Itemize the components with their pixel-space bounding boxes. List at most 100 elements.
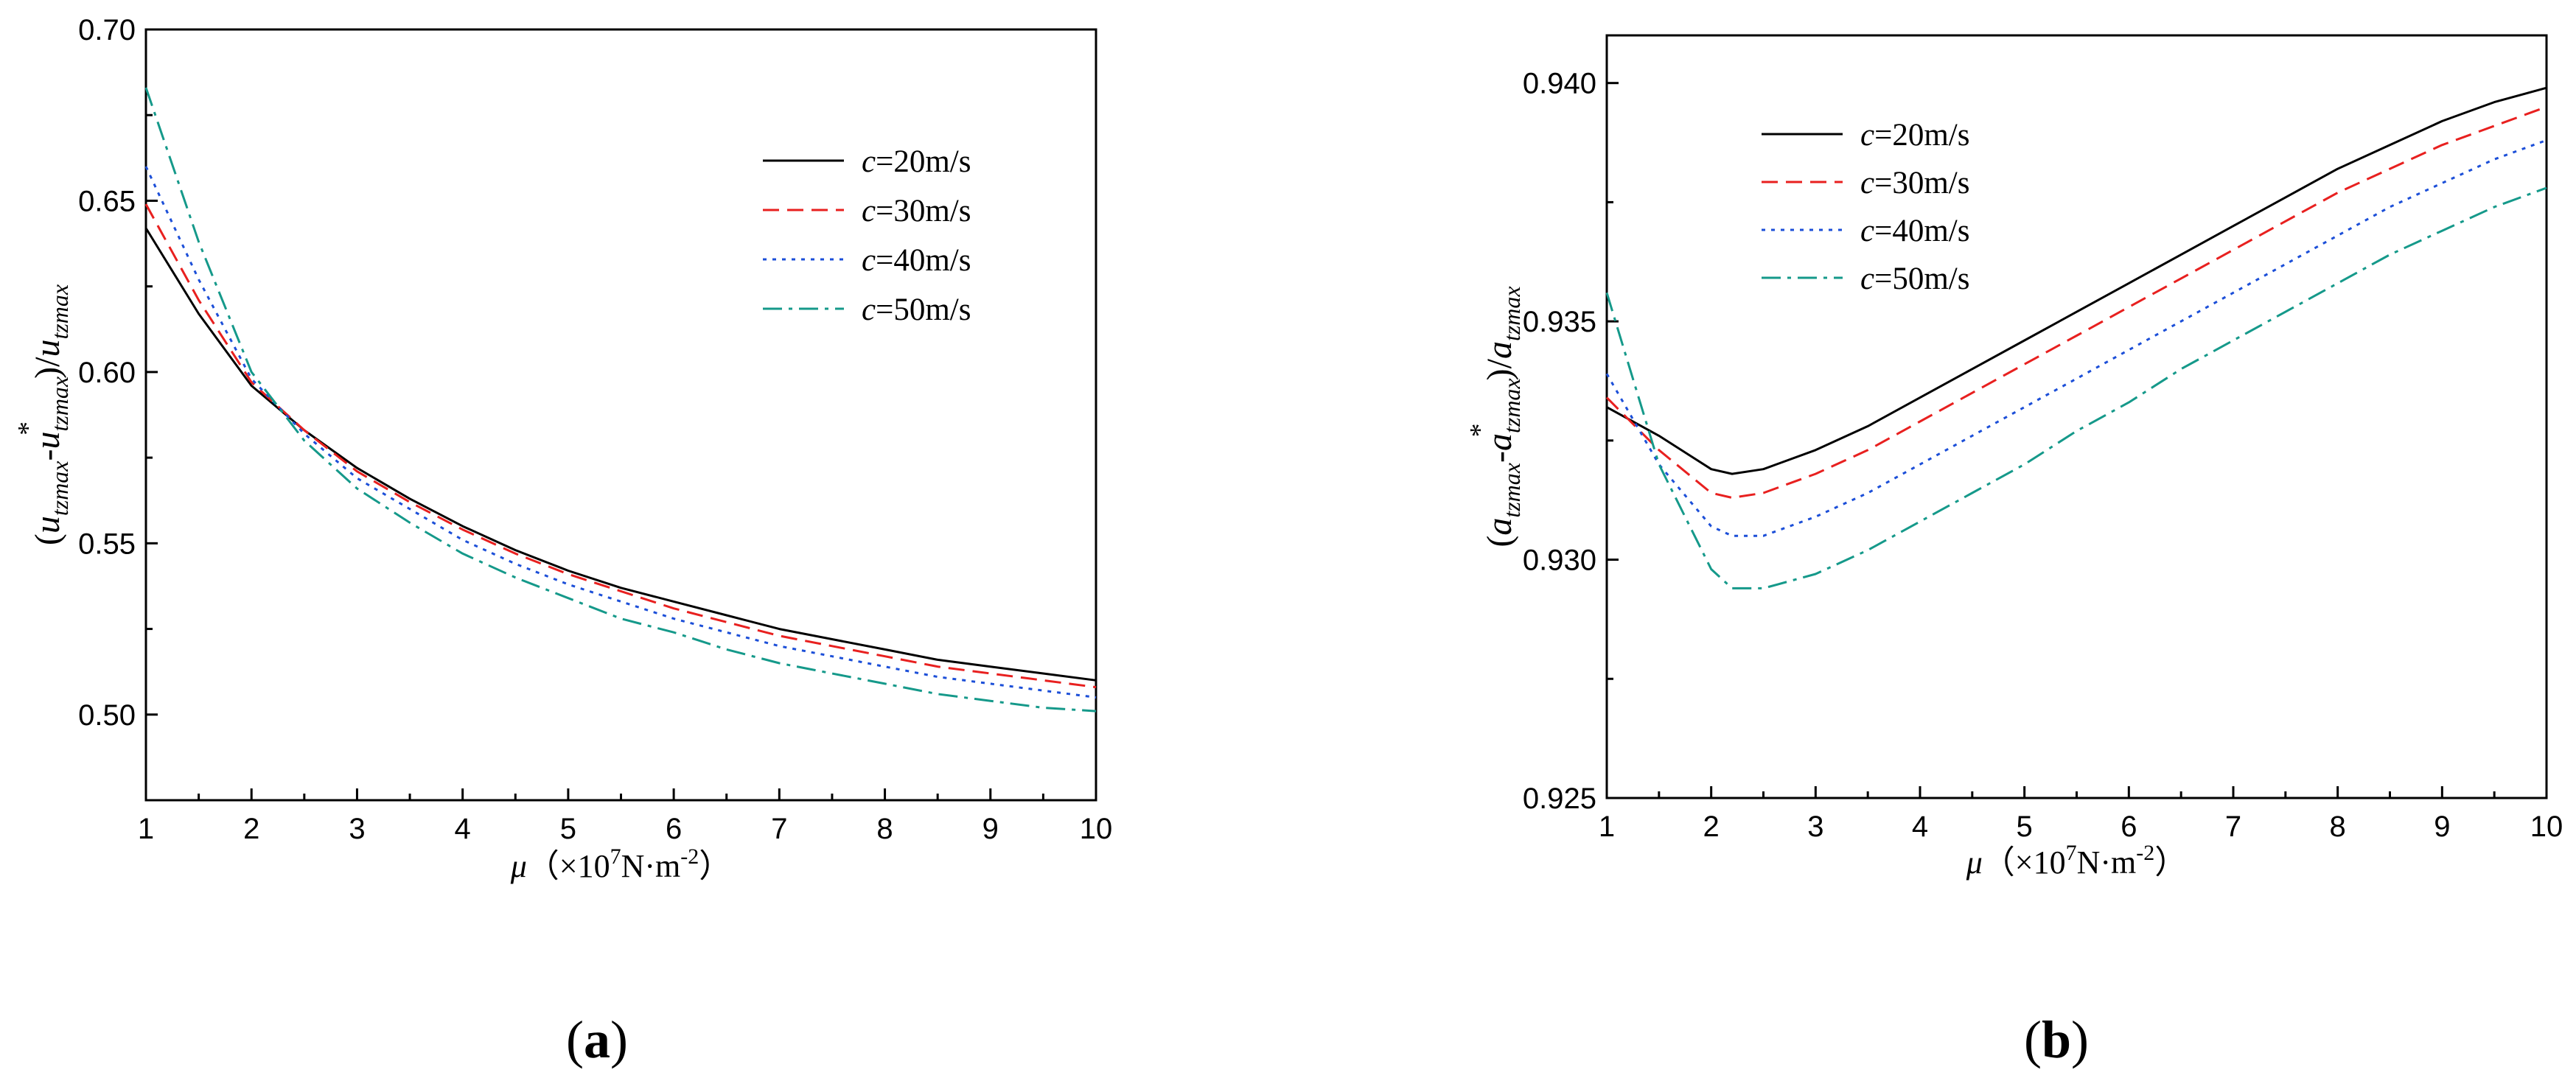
y-label-part: )/ bbox=[28, 357, 67, 379]
x-tick-label: 10 bbox=[2530, 811, 2563, 843]
legend-value: =20m/s bbox=[1874, 118, 1969, 153]
x-tick-label: 2 bbox=[243, 813, 259, 845]
legend-label: c=50m/s bbox=[1860, 262, 1969, 296]
x-tick-label: 2 bbox=[1703, 811, 1720, 843]
legend-var: c bbox=[862, 144, 876, 179]
y-label-part: )/ bbox=[1480, 358, 1519, 380]
x-label-part: ） bbox=[699, 848, 731, 884]
x-tick-label: 5 bbox=[560, 813, 576, 845]
x-axis-label: μ（×107N·m-2） bbox=[510, 844, 732, 884]
x-tick-label: 6 bbox=[2121, 811, 2137, 843]
y-label-part: - bbox=[28, 449, 67, 461]
panel-label-letter: b bbox=[2042, 1010, 2071, 1069]
x-label-exp: 7 bbox=[2066, 841, 2077, 865]
y-label-sub: tzmax bbox=[1498, 286, 1525, 341]
legend-var: c bbox=[1860, 262, 1874, 296]
legend-value: =30m/s bbox=[1874, 166, 1969, 200]
x-tick-label: 6 bbox=[666, 813, 682, 845]
x-label-part: ） bbox=[2154, 844, 2187, 881]
y-tick-label: 0.65 bbox=[78, 185, 136, 217]
x-label-part: N·m bbox=[2077, 844, 2137, 881]
x-tick-label: 4 bbox=[455, 813, 471, 845]
legend-var: c bbox=[862, 194, 876, 228]
legend-var: c bbox=[1860, 118, 1874, 153]
x-tick-label: 1 bbox=[138, 813, 154, 845]
legend-value: =50m/s bbox=[1874, 262, 1969, 296]
x-tick-label: 10 bbox=[1080, 813, 1113, 845]
x-label-exp: 7 bbox=[610, 844, 621, 869]
y-label-sub: tzmax bbox=[46, 284, 73, 340]
x-label-symbol: μ bbox=[510, 848, 527, 884]
legend-value: =30m/s bbox=[876, 194, 971, 228]
x-label-symbol: μ bbox=[1966, 844, 1983, 881]
x-tick-label: 3 bbox=[349, 813, 365, 845]
panel-label: (a) bbox=[566, 1010, 628, 1069]
legend-value: =40m/s bbox=[876, 243, 971, 278]
y-tick-label: 0.935 bbox=[1523, 306, 1596, 338]
y-label-sub: tzmax bbox=[46, 461, 73, 516]
legend-value: =20m/s bbox=[876, 144, 971, 179]
legend-label: c=20m/s bbox=[1860, 118, 1969, 153]
legend-value: =50m/s bbox=[876, 293, 971, 327]
x-tick-label: 4 bbox=[1912, 811, 1928, 843]
y-axis-label: (atzmax-atzmax*)/atzmax bbox=[1465, 286, 1525, 547]
y-label-part: - bbox=[1480, 451, 1519, 463]
x-tick-label: 9 bbox=[2434, 811, 2450, 843]
series-line-3 bbox=[144, 87, 1097, 713]
y-label-var: u bbox=[28, 516, 67, 533]
x-label-part: N·m bbox=[621, 848, 681, 884]
series-line-3 bbox=[1605, 186, 2547, 589]
x-label-exp: -2 bbox=[2136, 841, 2154, 865]
y-label-var: a bbox=[1480, 341, 1519, 359]
legend-label: c=30m/s bbox=[862, 194, 971, 228]
y-label-star: * bbox=[1465, 423, 1495, 437]
y-label-sub: tzmax bbox=[1498, 378, 1525, 433]
x-label-part: （×10 bbox=[1983, 844, 2066, 881]
panel-label: (b) bbox=[2024, 1010, 2089, 1069]
legend-label: c=40m/s bbox=[862, 243, 971, 278]
legend-label: c=40m/s bbox=[1860, 214, 1969, 248]
y-label-var: a bbox=[1480, 518, 1519, 536]
plot-frame bbox=[1605, 34, 2548, 799]
y-tick-label: 0.60 bbox=[78, 357, 136, 389]
legend-var: c bbox=[862, 293, 876, 327]
x-tick-label: 8 bbox=[2330, 811, 2346, 843]
series-line-2 bbox=[1605, 139, 2547, 537]
x-tick-label: 8 bbox=[876, 813, 893, 845]
y-tick-label: 0.940 bbox=[1523, 68, 1596, 100]
legend-var: c bbox=[862, 243, 876, 278]
y-label-var: u bbox=[28, 432, 67, 449]
x-tick-label: 5 bbox=[2017, 811, 2033, 843]
y-label-star: * bbox=[13, 421, 43, 435]
x-tick-label: 1 bbox=[1599, 811, 1615, 843]
x-label-exp: -2 bbox=[680, 844, 699, 869]
x-tick-label: 3 bbox=[1807, 811, 1823, 843]
legend-var: c bbox=[1860, 166, 1874, 200]
panel-label-paren: ) bbox=[610, 1010, 628, 1069]
y-label-sub: tzmax bbox=[1498, 463, 1525, 518]
y-tick-label: 0.50 bbox=[78, 699, 136, 732]
y-tick-label: 0.930 bbox=[1523, 545, 1596, 577]
y-label-part: ( bbox=[28, 533, 67, 545]
legend-value: =40m/s bbox=[1874, 214, 1969, 248]
y-label-part: ( bbox=[1480, 536, 1519, 547]
y-tick-label: 0.55 bbox=[78, 528, 136, 560]
legend-label: c=30m/s bbox=[1860, 166, 1969, 200]
series-line-0 bbox=[1606, 86, 2547, 475]
panel-label-paren: ) bbox=[2071, 1010, 2089, 1069]
y-tick-label: 0.70 bbox=[78, 14, 136, 46]
y-axis-label: (utzmax-utzmax*)/utzmax bbox=[13, 284, 73, 545]
legend-label: c=20m/s bbox=[862, 144, 971, 179]
chart-b: 1 2 3 4 5 6 7 8 9 100.9250.9300.9350.940c=20m/sc=… bbox=[1465, 34, 2563, 1069]
y-label-var: a bbox=[1480, 433, 1519, 451]
panel-label-letter: a bbox=[584, 1010, 610, 1069]
x-axis-label: μ（×107N·m-2） bbox=[1966, 841, 2188, 881]
series-line-1 bbox=[144, 203, 1097, 689]
x-tick-label: 7 bbox=[771, 813, 787, 845]
panel-label-paren: ( bbox=[566, 1010, 584, 1069]
x-tick-label: 7 bbox=[2225, 811, 2241, 843]
legend-var: c bbox=[1860, 214, 1874, 248]
chart-a: 1 2 3 4 5 6 7 8 9 100.500.550.600.650.70c=20m/sc=… bbox=[13, 14, 1112, 1069]
y-label-sub: tzmax bbox=[46, 377, 73, 432]
